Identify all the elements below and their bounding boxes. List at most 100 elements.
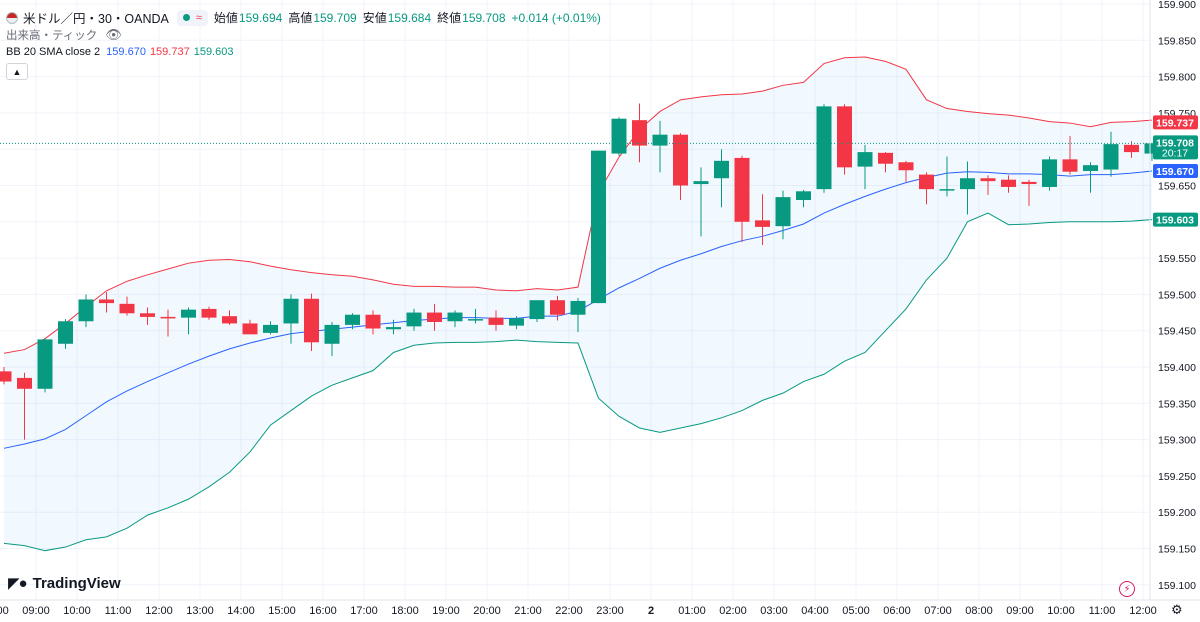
gear-icon[interactable]: ⚙ xyxy=(1171,602,1183,617)
time-tick-label: 06:00 xyxy=(883,605,911,617)
symbol-title[interactable]: 米ドル／円・30・OANDA xyxy=(23,12,169,26)
ohlc-low-value: 159.684 xyxy=(387,10,432,25)
candle xyxy=(816,104,832,193)
candle xyxy=(1001,175,1016,193)
candle-body xyxy=(304,298,319,343)
candle-body xyxy=(816,106,832,190)
candle xyxy=(242,319,258,335)
candle xyxy=(140,307,155,325)
candle-body xyxy=(427,312,442,322)
tradingview-logo[interactable]: ◤● TradingView xyxy=(8,574,121,593)
candle-body xyxy=(550,300,565,315)
time-tick-label: 11:00 xyxy=(105,605,132,617)
volume-label[interactable]: 出来高・ティック xyxy=(6,30,98,42)
chevron-up-icon: ▲ xyxy=(12,66,22,77)
time-tick-label: 12:00 xyxy=(1129,605,1157,617)
candle-body xyxy=(1144,143,1160,154)
price-tick-label: 159.150 xyxy=(1158,544,1196,556)
collapse-legend-button[interactable]: ▲ xyxy=(6,63,28,80)
candle xyxy=(0,367,12,385)
candle-body xyxy=(1083,165,1098,171)
last-price-tag-text: 159.708 xyxy=(1156,137,1194,149)
price-tick-label: 159.850 xyxy=(1158,35,1196,47)
candle-body xyxy=(529,300,545,320)
candle xyxy=(283,294,299,344)
last-price-tag-bg xyxy=(1153,135,1198,160)
candle-body xyxy=(468,319,483,321)
candle-body xyxy=(1042,159,1057,187)
bollinger-name[interactable]: BB 20 SMA close 2 xyxy=(6,46,101,58)
candle-body xyxy=(160,316,176,319)
candle xyxy=(837,104,852,175)
eye-hidden-icon[interactable]: 👁 xyxy=(105,27,122,42)
candle-body xyxy=(263,324,278,333)
candle-body xyxy=(222,316,237,324)
candle xyxy=(1021,179,1037,206)
time-tick-label: 10:00 xyxy=(1047,605,1075,617)
candle xyxy=(1042,156,1057,191)
candle xyxy=(58,319,73,349)
candle-body xyxy=(837,106,852,168)
market-status-pill[interactable]: ≈ xyxy=(176,9,208,26)
candle-body xyxy=(980,178,996,182)
price-tick-label: 159.450 xyxy=(1158,326,1196,338)
ohlc-close-label: 終値 xyxy=(437,11,462,25)
candle-body xyxy=(1062,159,1078,172)
price-tick-label: 159.400 xyxy=(1158,362,1196,374)
candle-body xyxy=(242,323,258,335)
basis-tag-text: 159.670 xyxy=(1156,166,1194,178)
candle xyxy=(611,117,627,156)
candle xyxy=(365,310,381,335)
candle xyxy=(652,120,668,173)
candle-body xyxy=(78,299,94,322)
bollinger-upper-line xyxy=(3,56,1153,354)
candle-body xyxy=(1021,181,1037,185)
time-tick-label: 08:00 xyxy=(0,605,9,617)
price-tick-label: 159.250 xyxy=(1158,471,1196,483)
candle xyxy=(468,308,483,324)
candle xyxy=(878,152,893,173)
candle-body xyxy=(857,152,873,167)
candle-body xyxy=(17,377,32,389)
candle-body xyxy=(775,197,791,227)
candle-body xyxy=(509,318,524,326)
candle-body xyxy=(939,189,955,191)
candle xyxy=(1083,162,1098,193)
candle xyxy=(939,156,955,197)
time-tick-label: 11:00 xyxy=(1089,605,1116,617)
price-tick-label: 159.500 xyxy=(1158,289,1196,301)
candle-body xyxy=(447,312,463,322)
upper-band-tag-bg xyxy=(1153,115,1198,130)
candle xyxy=(775,190,791,240)
lower-band-tag-bg xyxy=(1153,212,1198,227)
candle-body xyxy=(960,178,975,190)
tradingview-mark-icon: ◤● xyxy=(8,575,28,592)
lightning-icon[interactable]: ⚡ xyxy=(1119,581,1135,597)
candle xyxy=(570,298,586,333)
candle-body xyxy=(693,181,709,185)
time-tick-label: 21:00 xyxy=(514,605,542,617)
price-tick-label: 159.200 xyxy=(1158,507,1196,519)
upper-band-tag-text: 159.737 xyxy=(1156,117,1194,129)
price-axis[interactable]: 159.900159.850159.800159.750159.700159.6… xyxy=(1158,0,1196,592)
candle xyxy=(304,293,319,352)
candle xyxy=(693,167,709,237)
time-tick-label: 22:00 xyxy=(555,605,583,617)
time-tick-label: 15:00 xyxy=(268,605,296,617)
price-change: +0.014 (+0.01%) xyxy=(511,10,601,25)
candle xyxy=(78,294,94,328)
time-axis[interactable]: 08:00 09:00 10:00 11:00 12:00 13:00 14:00 15:00… xyxy=(0,605,1157,617)
bollinger-lower-line xyxy=(3,212,1153,552)
candle-body xyxy=(283,298,299,324)
candle-body xyxy=(1124,144,1139,153)
candle xyxy=(1144,142,1160,161)
candle-body xyxy=(673,134,688,186)
time-tick-label: 09:00 xyxy=(22,605,50,617)
candle xyxy=(980,175,996,195)
candle xyxy=(755,194,770,246)
time-tick-label: 03:00 xyxy=(760,605,788,617)
time-tick-label: 07:00 xyxy=(924,605,952,617)
time-tick-label: 13:00 xyxy=(186,605,214,617)
candle xyxy=(857,144,873,190)
